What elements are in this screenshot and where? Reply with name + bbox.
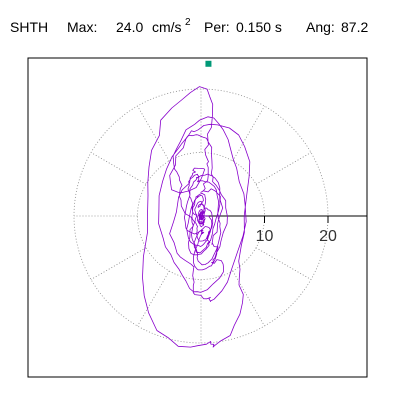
header-per-value: 0.150 s xyxy=(236,19,282,35)
tick-label-10: 10 xyxy=(256,228,274,245)
motion-trace xyxy=(142,86,251,348)
grid-spoke-60 xyxy=(232,105,265,162)
header-max-unit: cm/s xyxy=(152,19,182,35)
grid-spoke-300 xyxy=(232,270,265,327)
header-max-label: Max: xyxy=(67,19,97,35)
grid-spoke-150 xyxy=(90,152,147,185)
tick-labels: 10 20 xyxy=(256,228,337,245)
trace-layer xyxy=(142,86,251,348)
header-station: SHTH xyxy=(10,19,48,35)
header-max-unit-exponent: 2 xyxy=(185,17,191,28)
header-ang-value: 87.2 xyxy=(341,19,368,35)
grid-spoke-330 xyxy=(255,247,312,280)
grid-spoke-210 xyxy=(90,247,147,280)
header-ang-label: Ang: xyxy=(306,19,335,35)
tick-label-20: 20 xyxy=(319,228,337,245)
marker-layer xyxy=(205,60,212,67)
grid-spoke-30 xyxy=(255,152,312,185)
plot-frame xyxy=(27,57,368,378)
grid-spoke-120 xyxy=(137,105,170,162)
radial-axis xyxy=(201,215,367,223)
header-per-label: Per: xyxy=(204,19,230,35)
peak-marker xyxy=(205,60,212,67)
header-max-value: 24.0 xyxy=(116,19,143,35)
